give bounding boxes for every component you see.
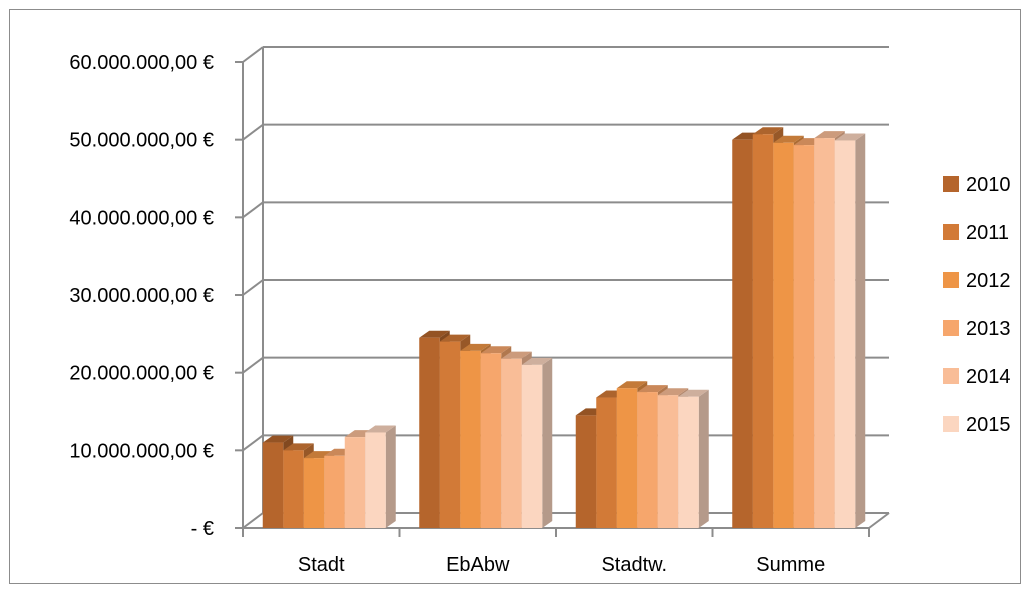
bar-top xyxy=(752,127,784,135)
gridline-side xyxy=(242,356,264,374)
bar-top xyxy=(678,389,709,397)
bar-top xyxy=(480,346,512,354)
legend-label: 2014 xyxy=(966,366,1011,388)
bar-side xyxy=(855,133,866,528)
gridline-side xyxy=(242,46,264,63)
bar xyxy=(575,415,597,528)
y-tick-label: 10.000.000,00 € xyxy=(69,440,214,462)
x-tick-label: Stadt xyxy=(298,554,345,576)
bar-top xyxy=(616,381,648,389)
bar-top xyxy=(773,135,804,143)
y-tick-label: 60.000.000,00 € xyxy=(69,52,214,74)
legend-swatch xyxy=(943,176,959,192)
bar xyxy=(657,395,679,528)
bar-top xyxy=(501,351,532,359)
bar xyxy=(283,450,304,528)
bar-top xyxy=(637,385,668,393)
bar xyxy=(773,142,794,529)
bar xyxy=(501,358,522,528)
bar-top xyxy=(283,443,314,451)
bar xyxy=(480,353,502,528)
legend-label: 2013 xyxy=(966,318,1011,340)
bar-top xyxy=(365,425,396,433)
y-tick-label: 30.000.000,00 € xyxy=(69,285,214,307)
floor-right-edge xyxy=(868,512,890,529)
x-tick-label: Summe xyxy=(756,554,825,576)
legend-label: 2011 xyxy=(966,222,1009,244)
bar xyxy=(344,437,366,528)
legend-label: 2012 xyxy=(966,270,1011,292)
bar-top xyxy=(814,131,845,139)
bar xyxy=(752,134,774,529)
bar xyxy=(793,145,815,528)
gridline-side xyxy=(242,434,264,452)
bar-side xyxy=(385,425,396,528)
bar xyxy=(324,455,345,528)
legend-swatch xyxy=(943,272,959,288)
bar-top xyxy=(460,343,491,351)
bar-side xyxy=(542,357,553,528)
bar-top xyxy=(262,435,294,443)
bar xyxy=(834,140,856,528)
y-tick-label: 50.000.000,00 € xyxy=(69,130,214,152)
x-tick-label: EbAbw xyxy=(446,554,510,576)
y-tick-label: - € xyxy=(191,518,214,540)
bar xyxy=(732,139,753,528)
legend-swatch xyxy=(943,416,959,432)
bar-side xyxy=(698,389,709,528)
bar-top xyxy=(834,133,866,141)
y-tick-label: 20.000.000,00 € xyxy=(69,363,214,385)
legend-swatch xyxy=(943,224,959,240)
bar xyxy=(262,442,284,528)
x-tick-label: Stadtw. xyxy=(601,554,667,576)
legend-swatch xyxy=(943,368,959,384)
bar-top xyxy=(419,330,450,338)
bar xyxy=(365,432,386,528)
bar-top xyxy=(439,334,471,342)
bar xyxy=(521,364,543,528)
legend-swatch xyxy=(943,320,959,336)
bar xyxy=(596,397,617,528)
bar xyxy=(616,388,638,528)
bar xyxy=(814,138,835,528)
gridline-side xyxy=(242,123,264,141)
bar xyxy=(678,396,699,528)
bar-top xyxy=(657,388,689,396)
legend-label: 2015 xyxy=(966,414,1011,436)
gridline-side xyxy=(242,279,264,296)
bar xyxy=(419,337,440,528)
floor-left-edge xyxy=(242,512,264,529)
bar-top xyxy=(521,357,553,365)
bar xyxy=(460,350,481,528)
legend-label: 2010 xyxy=(966,174,1011,196)
bar xyxy=(637,392,658,528)
gridline-side xyxy=(242,201,264,219)
y-tick-label: 40.000.000,00 € xyxy=(69,207,214,229)
chart-frame xyxy=(9,9,1021,584)
bar xyxy=(303,458,325,528)
bar xyxy=(439,341,461,528)
